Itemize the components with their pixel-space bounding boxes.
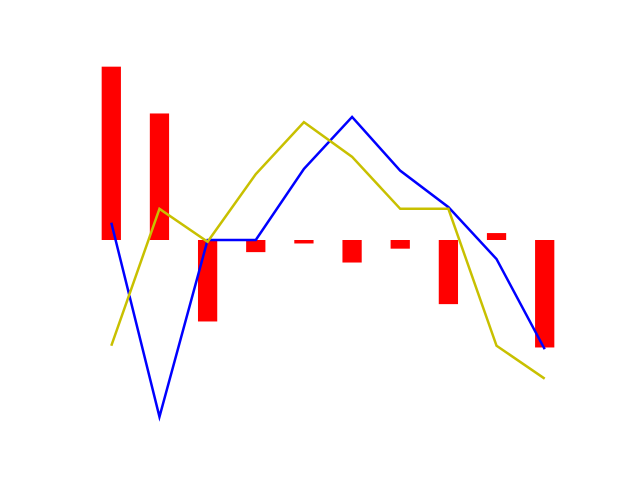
line-series-1: [110, 115, 546, 422]
bar-series: [101, 66, 555, 348]
bar-2: [197, 240, 218, 322]
bar-4: [294, 240, 314, 244]
bar-8: [486, 233, 507, 240]
bar-5: [342, 240, 362, 263]
bar-3: [246, 240, 266, 253]
bar-6: [390, 240, 410, 249]
bar-0: [101, 66, 121, 240]
line-series-group: [110, 115, 546, 422]
bar-1: [149, 113, 170, 240]
bar-9: [535, 240, 555, 348]
line-series-2: [110, 120, 546, 380]
bar-7: [438, 240, 459, 305]
